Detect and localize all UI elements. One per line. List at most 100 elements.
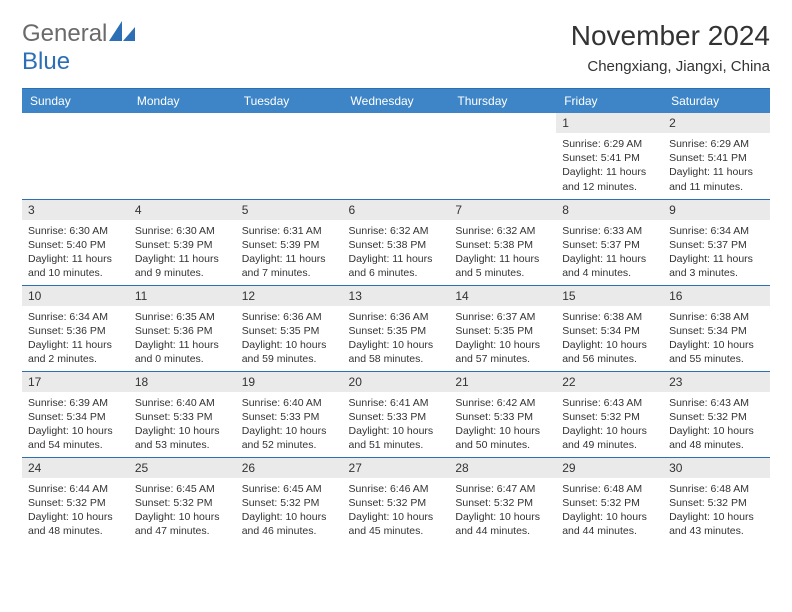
day-number: 9 (663, 200, 770, 220)
calendar-day-cell: 19Sunrise: 6:40 AMSunset: 5:33 PMDayligh… (236, 371, 343, 457)
daylight-text: Daylight: 10 hours and 44 minutes. (455, 510, 550, 538)
calendar-day-cell: 12Sunrise: 6:36 AMSunset: 5:35 PMDayligh… (236, 285, 343, 371)
sunrise-text: Sunrise: 6:32 AM (349, 224, 444, 238)
day-details: Sunrise: 6:36 AMSunset: 5:35 PMDaylight:… (236, 306, 343, 371)
day-details: Sunrise: 6:48 AMSunset: 5:32 PMDaylight:… (556, 478, 663, 543)
sunset-text: Sunset: 5:32 PM (669, 410, 764, 424)
calendar-week-row: 3Sunrise: 6:30 AMSunset: 5:40 PMDaylight… (22, 199, 770, 285)
day-details: Sunrise: 6:41 AMSunset: 5:33 PMDaylight:… (343, 392, 450, 457)
weekday-header-row: SundayMondayTuesdayWednesdayThursdayFrid… (22, 89, 770, 114)
sunset-text: Sunset: 5:35 PM (455, 324, 550, 338)
daylight-text: Daylight: 10 hours and 52 minutes. (242, 424, 337, 452)
sunrise-text: Sunrise: 6:41 AM (349, 396, 444, 410)
brand-sail-icon (109, 20, 135, 48)
sunset-text: Sunset: 5:32 PM (562, 410, 657, 424)
day-details: Sunrise: 6:31 AMSunset: 5:39 PMDaylight:… (236, 220, 343, 285)
day-number: 30 (663, 458, 770, 478)
day-details: Sunrise: 6:43 AMSunset: 5:32 PMDaylight:… (556, 392, 663, 457)
day-number: 22 (556, 372, 663, 392)
daylight-text: Daylight: 10 hours and 58 minutes. (349, 338, 444, 366)
daylight-text: Daylight: 10 hours and 51 minutes. (349, 424, 444, 452)
calendar-day-cell: 2Sunrise: 6:29 AMSunset: 5:41 PMDaylight… (663, 113, 770, 199)
calendar-day-cell: 25Sunrise: 6:45 AMSunset: 5:32 PMDayligh… (129, 457, 236, 543)
calendar-day-cell: 29Sunrise: 6:48 AMSunset: 5:32 PMDayligh… (556, 457, 663, 543)
daylight-text: Daylight: 10 hours and 48 minutes. (28, 510, 123, 538)
day-number: 27 (343, 458, 450, 478)
calendar-day-cell (129, 113, 236, 199)
calendar-day-cell: 1Sunrise: 6:29 AMSunset: 5:41 PMDaylight… (556, 113, 663, 199)
day-number: 26 (236, 458, 343, 478)
day-details: Sunrise: 6:38 AMSunset: 5:34 PMDaylight:… (556, 306, 663, 371)
calendar-day-cell: 26Sunrise: 6:45 AMSunset: 5:32 PMDayligh… (236, 457, 343, 543)
day-details: Sunrise: 6:36 AMSunset: 5:35 PMDaylight:… (343, 306, 450, 371)
day-number: 18 (129, 372, 236, 392)
day-details: Sunrise: 6:42 AMSunset: 5:33 PMDaylight:… (449, 392, 556, 457)
sunrise-text: Sunrise: 6:38 AM (562, 310, 657, 324)
calendar-day-cell: 3Sunrise: 6:30 AMSunset: 5:40 PMDaylight… (22, 199, 129, 285)
calendar-week-row: 24Sunrise: 6:44 AMSunset: 5:32 PMDayligh… (22, 457, 770, 543)
calendar-day-cell: 30Sunrise: 6:48 AMSunset: 5:32 PMDayligh… (663, 457, 770, 543)
day-number: 24 (22, 458, 129, 478)
sunrise-text: Sunrise: 6:48 AM (562, 482, 657, 496)
sunset-text: Sunset: 5:32 PM (135, 496, 230, 510)
sunrise-text: Sunrise: 6:30 AM (135, 224, 230, 238)
day-number: 7 (449, 200, 556, 220)
day-details: Sunrise: 6:48 AMSunset: 5:32 PMDaylight:… (663, 478, 770, 543)
calendar-day-cell (236, 113, 343, 199)
brand-logo: GeneralBlue (22, 20, 135, 76)
sunrise-text: Sunrise: 6:34 AM (28, 310, 123, 324)
sunset-text: Sunset: 5:36 PM (28, 324, 123, 338)
day-details: Sunrise: 6:45 AMSunset: 5:32 PMDaylight:… (129, 478, 236, 543)
daylight-text: Daylight: 11 hours and 2 minutes. (28, 338, 123, 366)
calendar-day-cell: 9Sunrise: 6:34 AMSunset: 5:37 PMDaylight… (663, 199, 770, 285)
sunrise-text: Sunrise: 6:35 AM (135, 310, 230, 324)
sunrise-text: Sunrise: 6:29 AM (562, 137, 657, 151)
calendar-day-cell: 13Sunrise: 6:36 AMSunset: 5:35 PMDayligh… (343, 285, 450, 371)
calendar-day-cell: 27Sunrise: 6:46 AMSunset: 5:32 PMDayligh… (343, 457, 450, 543)
daylight-text: Daylight: 11 hours and 3 minutes. (669, 252, 764, 280)
day-details: Sunrise: 6:39 AMSunset: 5:34 PMDaylight:… (22, 392, 129, 457)
daylight-text: Daylight: 11 hours and 10 minutes. (28, 252, 123, 280)
day-details: Sunrise: 6:35 AMSunset: 5:36 PMDaylight:… (129, 306, 236, 371)
sunset-text: Sunset: 5:33 PM (349, 410, 444, 424)
daylight-text: Daylight: 10 hours and 56 minutes. (562, 338, 657, 366)
sunrise-text: Sunrise: 6:43 AM (669, 396, 764, 410)
day-details: Sunrise: 6:32 AMSunset: 5:38 PMDaylight:… (449, 220, 556, 285)
day-number: 1 (556, 113, 663, 133)
sunset-text: Sunset: 5:33 PM (242, 410, 337, 424)
day-details: Sunrise: 6:40 AMSunset: 5:33 PMDaylight:… (129, 392, 236, 457)
weekday-header: Wednesday (343, 89, 450, 114)
calendar-day-cell: 21Sunrise: 6:42 AMSunset: 5:33 PMDayligh… (449, 371, 556, 457)
daylight-text: Daylight: 11 hours and 0 minutes. (135, 338, 230, 366)
sunset-text: Sunset: 5:37 PM (669, 238, 764, 252)
weekday-header: Sunday (22, 89, 129, 114)
daylight-text: Daylight: 10 hours and 47 minutes. (135, 510, 230, 538)
sunrise-text: Sunrise: 6:42 AM (455, 396, 550, 410)
daylight-text: Daylight: 11 hours and 9 minutes. (135, 252, 230, 280)
brand-part2: Blue (22, 48, 70, 75)
calendar-day-cell: 14Sunrise: 6:37 AMSunset: 5:35 PMDayligh… (449, 285, 556, 371)
calendar-day-cell: 23Sunrise: 6:43 AMSunset: 5:32 PMDayligh… (663, 371, 770, 457)
sunset-text: Sunset: 5:32 PM (455, 496, 550, 510)
weekday-header: Friday (556, 89, 663, 114)
sunrise-text: Sunrise: 6:38 AM (669, 310, 764, 324)
sunset-text: Sunset: 5:38 PM (455, 238, 550, 252)
calendar-week-row: 1Sunrise: 6:29 AMSunset: 5:41 PMDaylight… (22, 113, 770, 199)
sunrise-text: Sunrise: 6:48 AM (669, 482, 764, 496)
day-details: Sunrise: 6:30 AMSunset: 5:40 PMDaylight:… (22, 220, 129, 285)
sunrise-text: Sunrise: 6:31 AM (242, 224, 337, 238)
sunrise-text: Sunrise: 6:43 AM (562, 396, 657, 410)
day-details: Sunrise: 6:40 AMSunset: 5:33 PMDaylight:… (236, 392, 343, 457)
sunrise-text: Sunrise: 6:39 AM (28, 396, 123, 410)
sunrise-text: Sunrise: 6:45 AM (242, 482, 337, 496)
day-details: Sunrise: 6:38 AMSunset: 5:34 PMDaylight:… (663, 306, 770, 371)
sunset-text: Sunset: 5:41 PM (669, 151, 764, 165)
day-number: 15 (556, 286, 663, 306)
day-number: 23 (663, 372, 770, 392)
day-details: Sunrise: 6:30 AMSunset: 5:39 PMDaylight:… (129, 220, 236, 285)
sunset-text: Sunset: 5:35 PM (242, 324, 337, 338)
day-number: 6 (343, 200, 450, 220)
sunset-text: Sunset: 5:34 PM (562, 324, 657, 338)
day-number: 4 (129, 200, 236, 220)
header: GeneralBlue November 2024 Chengxiang, Ji… (22, 20, 770, 76)
